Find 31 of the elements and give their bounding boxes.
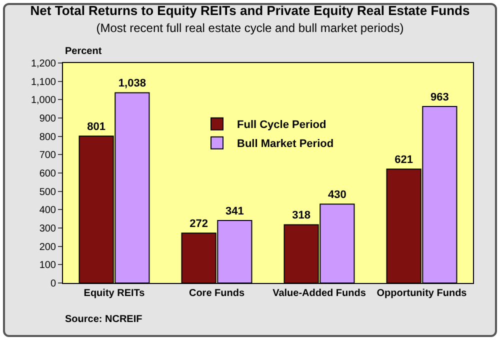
data-label: 318 (292, 210, 310, 222)
data-label: 621 (394, 154, 413, 166)
y-tick-label: 300 (39, 224, 56, 234)
source-note: Source: NCREIF (65, 314, 142, 325)
data-label: 272 (190, 218, 208, 230)
y-axis-title: Percent (65, 46, 102, 57)
y-tick-label: 0 (50, 278, 56, 290)
x-tick-label: Value-Added Funds (272, 288, 366, 299)
y-tick-label: 400 (39, 205, 56, 216)
data-label: 963 (430, 91, 449, 104)
chart-title: Net Total Returns to Equity REITs and Private Equity Real Estate Funds (30, 2, 470, 18)
x-tick-label: Equity REITs (84, 288, 146, 299)
y-tick-label: 800 (39, 132, 56, 143)
legend-label: Bull Market Period (237, 138, 334, 150)
y-tick-label: 600 (39, 168, 56, 180)
data-label: 801 (87, 121, 106, 134)
y-tick-label: 1,000 (30, 95, 56, 106)
y-tick-label: 1,200 (30, 58, 56, 70)
x-tick-label: Opportunity Funds (376, 288, 468, 299)
x-tick-label: Core Funds (188, 288, 245, 299)
y-tick-label: 1,100 (30, 76, 56, 88)
data-label: 341 (226, 205, 244, 218)
y-tick-label: 700 (39, 150, 56, 162)
y-tick-label: 200 (39, 242, 56, 253)
y-tick-label: 100 (39, 260, 56, 272)
legend-label: Full Cycle Period (237, 119, 326, 132)
data-label: 430 (328, 189, 346, 202)
data-label: 1,038 (118, 78, 146, 90)
y-tick-label: 900 (39, 114, 56, 124)
chart-subtitle: (Most recent full real estate cycle and bull market periods) (96, 20, 404, 35)
y-tick-label: 500 (39, 186, 56, 198)
